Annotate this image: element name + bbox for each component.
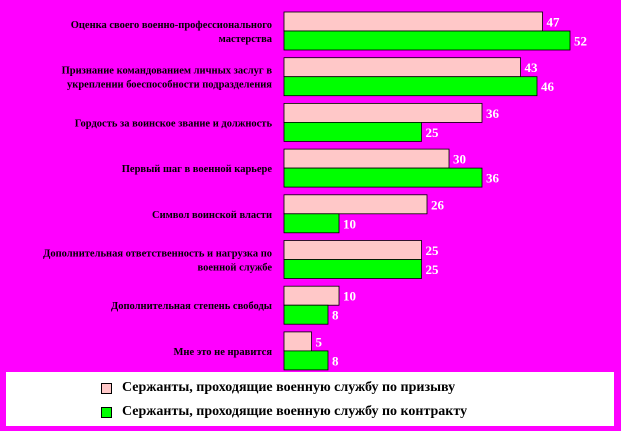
category-label-line: Дополнительная степень свободы	[111, 301, 272, 312]
category-label-line: мастерства	[219, 34, 273, 45]
value-label-contract: 8	[332, 308, 339, 323]
legend-label-conscription: Сержанты, проходящие военную службу по п…	[122, 380, 456, 395]
bar-contract	[283, 122, 422, 142]
bar-contract	[283, 259, 422, 279]
bar-conscription	[283, 331, 312, 352]
bar-contract	[283, 30, 571, 51]
category-label-line: укреплении боеспособности подразделения	[67, 80, 272, 91]
bar-contract	[283, 76, 538, 97]
bar-conscription	[283, 285, 340, 306]
legend-item-contract: Сержанты, проходящие военную службу по к…	[101, 404, 467, 420]
value-label-conscription: 43	[525, 60, 539, 75]
value-label-contract: 8	[332, 353, 339, 368]
value-label-contract: 10	[343, 216, 356, 231]
category-label-line: Символ воинской власти	[152, 210, 272, 221]
bar-contract	[283, 350, 329, 371]
category-label-line: Оценка своего военно-профессионального	[71, 20, 272, 31]
value-label-conscription: 30	[453, 152, 466, 167]
bar-contract	[283, 167, 483, 188]
value-label-conscription: 5	[316, 334, 323, 349]
bar-conscription	[283, 103, 483, 123]
bar-contract	[283, 213, 340, 234]
bars	[283, 11, 571, 371]
legend-swatch-conscription	[101, 382, 112, 394]
category-label-line: Гордость за воинское звание и должность	[75, 118, 273, 129]
category-label: Дополнительная степень свободы	[111, 301, 272, 312]
category-label-line: Признание командованием личных заслуг в	[62, 66, 273, 77]
category-label-line: Первый шаг в военной карьере	[122, 164, 273, 175]
value-label-contract: 52	[574, 34, 587, 49]
bar-contract	[283, 304, 329, 325]
category-label-line: военной службе	[198, 263, 273, 274]
category-label: Оценка своего военно-профессионального ма…	[71, 20, 273, 45]
category-label: Дополнительная ответственность и нагрузк…	[43, 249, 272, 274]
category-label-line: Мне это не нравится	[174, 347, 273, 358]
legend: Сержанты, проходящие военную службу по п…	[6, 372, 614, 426]
value-label-conscription: 47	[547, 15, 561, 30]
bar-conscription	[283, 240, 422, 260]
category-label: Первый шаг в военной карьере	[122, 164, 273, 175]
value-label-contract: 36	[486, 171, 500, 186]
category-label: Гордость за воинское звание и должность	[75, 118, 273, 129]
category-labels: Оценка своего военно-профессионального ма…	[43, 20, 273, 358]
category-label: Символ воинской власти	[152, 210, 272, 221]
category-label-line: Дополнительная ответственность и нагрузк…	[43, 249, 272, 260]
value-label-conscription: 36	[486, 106, 500, 121]
value-label-contract: 25	[426, 262, 440, 277]
category-label: Признание командованием личных заслуг в у…	[62, 66, 273, 91]
legend-swatch-contract	[101, 406, 112, 418]
value-label-conscription: 10	[343, 289, 356, 304]
bar-conscription	[283, 194, 428, 215]
bar-conscription	[283, 11, 543, 32]
bar-chart: Оценка своего военно-профессионального ма…	[43, 11, 588, 371]
bar-conscription	[283, 148, 450, 169]
bar-conscription	[283, 57, 521, 78]
value-label-contract: 25	[426, 125, 440, 140]
category-label: Мне это не нравится	[174, 347, 273, 358]
value-label-contract: 46	[541, 79, 555, 94]
value-label-conscription: 25	[426, 243, 440, 258]
value-label-conscription: 26	[431, 197, 445, 212]
legend-item-conscription: Сержанты, проходящие военную службу по п…	[101, 380, 455, 396]
legend-label-contract: Сержанты, проходящие военную службу по к…	[122, 404, 468, 419]
